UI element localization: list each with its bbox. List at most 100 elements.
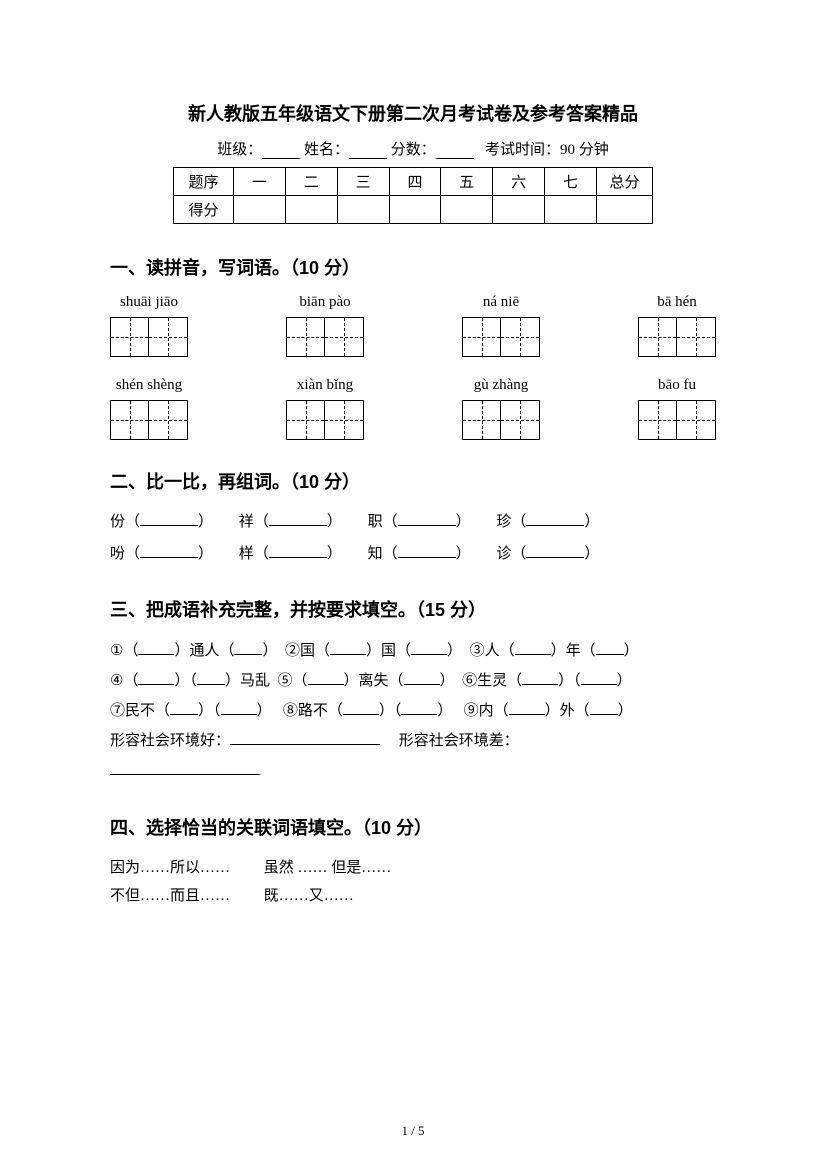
td-blank[interactable] [285,196,337,224]
td-blank[interactable] [389,196,441,224]
class-blank[interactable] [262,143,300,159]
pinyin-item: xiàn bǐng [286,377,364,440]
q3-blank[interactable] [308,671,344,685]
th-6: 六 [493,168,545,196]
td-blank[interactable] [234,196,286,224]
q3-line-5 [110,756,716,786]
q3-bad-env: 形容社会环境差： [399,733,519,749]
q3-line-3: ⑦民不（）（） ⑧路不（）（） ⑨内（）外（） [110,696,716,726]
q2-row-1: 份（） 祥（） 职（） 珍（） [110,508,716,536]
q2-blank[interactable] [140,542,198,558]
q3-num: ① [110,643,123,659]
section3-heading: 三、把成语补充完整，并按要求填空。（15 分） [110,596,716,622]
th-2: 二 [285,168,337,196]
char-box[interactable] [286,400,364,440]
q3-blank[interactable] [138,641,174,655]
name-blank[interactable] [349,143,387,159]
q3-num: ⑨ [464,703,479,719]
q2-char: 职 [368,514,383,530]
q2-blank[interactable] [140,510,198,526]
pinyin-row-2: shén shèng xiàn bǐng gù zhàng bāo fu [110,377,716,440]
q3-blank[interactable] [509,701,545,715]
q3-blank[interactable] [581,671,617,685]
pinyin-item: gù zhàng [462,377,540,440]
q3-num: ⑤ [278,673,293,689]
page-title: 新人教版五年级语文下册第二次月考试卷及参考答案精品 [110,100,716,126]
q2-blank[interactable] [269,542,327,558]
q3-blank[interactable] [411,641,447,655]
q2-char: 份 [110,514,125,530]
section2-heading: 二、比一比，再组词。（10 分） [110,468,716,494]
q3-blank[interactable] [343,701,379,715]
td-blank[interactable] [545,196,597,224]
q3-num: ⑥ [462,673,477,689]
score-table: 题序 一 二 三 四 五 六 七 总分 得分 [173,167,653,224]
class-label: 班级： [217,142,262,158]
q4-word: 既……又…… [264,882,354,910]
q3-blank[interactable] [170,701,198,715]
pinyin-label: bāo fu [638,377,716,394]
pinyin-label: ná niē [462,294,540,311]
q3-blank[interactable] [515,641,551,655]
td-blank[interactable] [493,196,545,224]
q2-blank[interactable] [398,542,456,558]
pinyin-label: biān pào [286,294,364,311]
th-total: 总分 [597,168,653,196]
q3-blank[interactable] [330,641,366,655]
td-blank[interactable] [441,196,493,224]
td-blank[interactable] [597,196,653,224]
q2-blank[interactable] [526,510,584,526]
pinyin-label: gù zhàng [462,377,540,394]
q2-char: 知 [368,546,383,562]
th-1: 一 [234,168,286,196]
q3-num: ③ [470,643,485,659]
q3-blank[interactable] [234,641,262,655]
char-box[interactable] [286,317,364,357]
section1-heading: 一、读拼音，写词语。（10 分） [110,254,716,280]
char-box[interactable] [638,317,716,357]
q4-word: 不但……而且…… [110,882,230,910]
q3-blank-long[interactable] [230,731,380,745]
q3-num: ④ [110,673,123,689]
char-box[interactable] [638,400,716,440]
score-label: 分数： [391,142,436,158]
pinyin-label: bā hén [638,294,716,311]
char-box[interactable] [110,400,188,440]
q4-word: 因为……所以…… [110,854,230,882]
score-blank[interactable] [436,143,474,159]
q3-blank[interactable] [197,671,225,685]
q3-blank[interactable] [401,701,437,715]
td-blank[interactable] [337,196,389,224]
q2-blank[interactable] [526,542,584,558]
q3-blank[interactable] [138,671,174,685]
q3-line-1: ①（）通人（） ②国（）国（） ③人（）年（） [110,636,716,666]
q3-blank[interactable] [596,641,624,655]
char-box[interactable] [462,400,540,440]
q4-line-1: 因为……所以…… 虽然 …… 但是…… [110,854,716,882]
pinyin-item: shuāi jiāo [110,294,188,357]
th-7: 七 [545,168,597,196]
th-4: 四 [389,168,441,196]
char-box[interactable] [110,317,188,357]
q2-row-2: 吩（） 样（） 知（） 诊（） [110,540,716,568]
q3-num: ⑦ [110,703,125,719]
q3-blank[interactable] [221,701,257,715]
q3-blank-long[interactable] [110,761,260,775]
q2-blank[interactable] [398,510,456,526]
page-footer: 1 / 5 [0,1123,826,1139]
char-box[interactable] [462,317,540,357]
q3-line-4: 形容社会环境好： 形容社会环境差： [110,726,716,756]
q3-blank[interactable] [404,671,440,685]
pinyin-item: biān pào [286,294,364,357]
pinyin-label: xiàn bǐng [286,377,364,394]
q3-num: ② [285,643,300,659]
q3-blank[interactable] [590,701,618,715]
q2-blank[interactable] [269,510,327,526]
q4-word: 虽然 …… 但是…… [264,854,392,882]
q3-line-2: ④（）（）马乱 ⑤（）离失（） ⑥生灵（）（） [110,666,716,696]
th-seq: 题序 [174,168,234,196]
pinyin-row-1: shuāi jiāo biān pào ná niē bā hén [110,294,716,357]
q3-blank[interactable] [522,671,558,685]
q2-char: 珍 [496,514,511,530]
pinyin-label: shén shèng [110,377,188,394]
